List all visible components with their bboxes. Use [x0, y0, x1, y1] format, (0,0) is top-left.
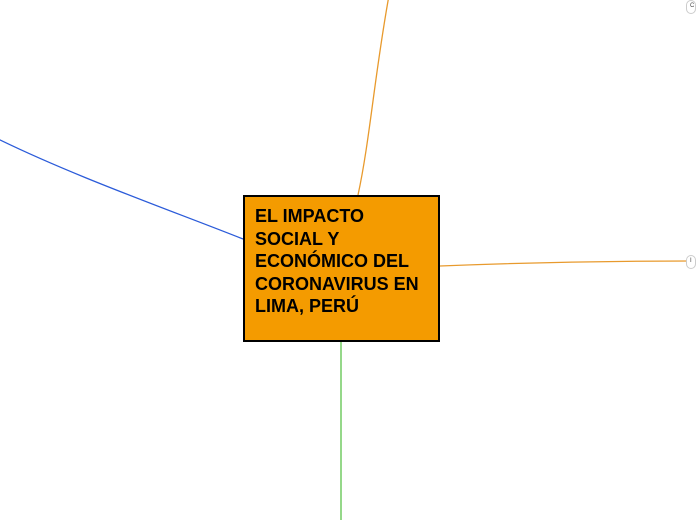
branch-blue — [0, 135, 243, 239]
side-box-top-right[interactable]: C — [686, 0, 696, 14]
central-node[interactable]: EL IMPACTO SOCIAL Y ECONÓMICO DEL CORONA… — [243, 195, 440, 342]
side-box-mid-right[interactable]: I — [686, 255, 696, 269]
branch-orange-right — [440, 261, 690, 266]
branch-orange — [358, 0, 390, 195]
